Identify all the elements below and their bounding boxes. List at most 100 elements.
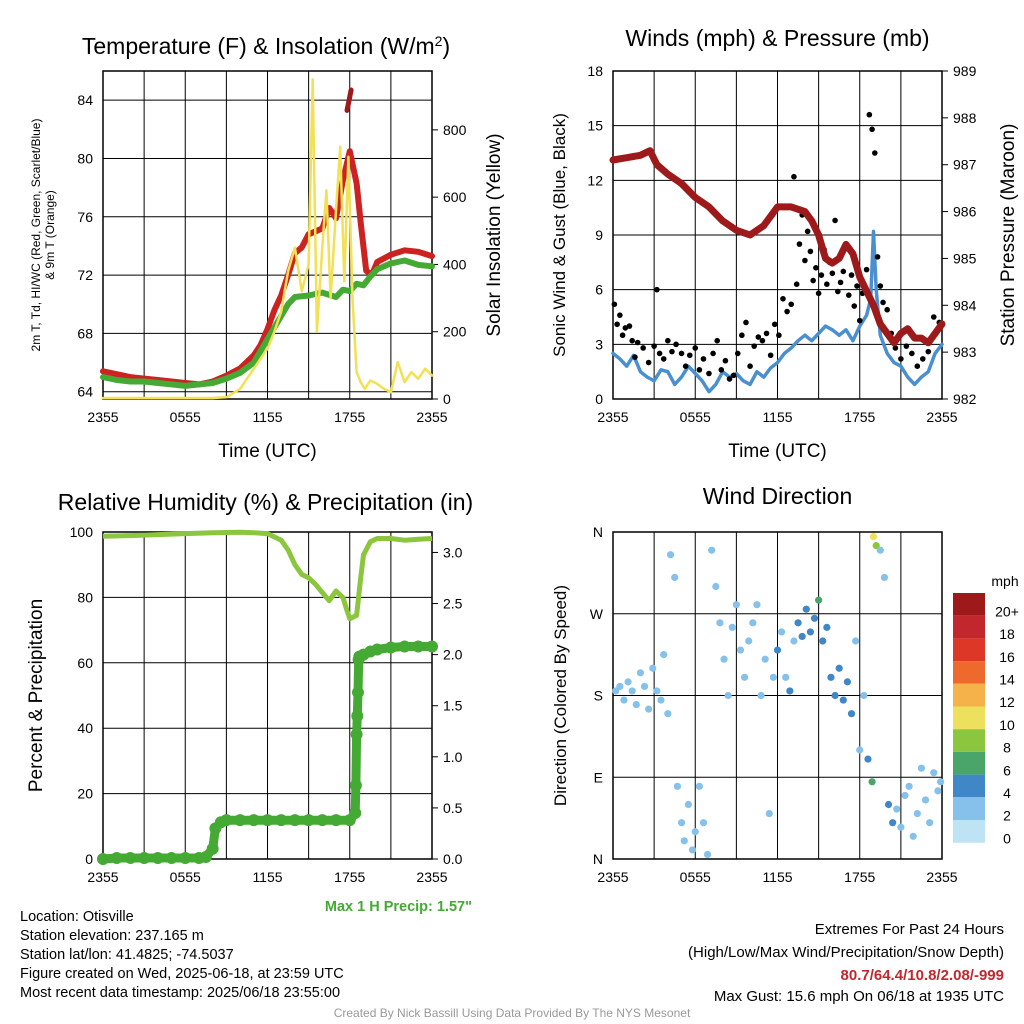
wdir-title: Wind Direction [703,483,853,509]
wind-direction-point [753,601,761,609]
wind-direction-point [632,700,640,709]
temp-ytick-label: 64 [77,384,93,400]
precip-point [350,728,363,741]
wind-direction-point [732,601,740,609]
temp-ytick-label: 72 [77,267,93,283]
latlon-label: Station lat/lon: 41.4825; -74.5037 [20,947,234,963]
wind-gust-point [909,350,915,357]
wind-direction-point [624,678,632,686]
wind-direction-point [897,823,905,831]
wind-direction-point [794,619,802,627]
wind-gust-point [866,111,873,118]
wind-gust-point [634,339,641,346]
wind-direction-point [736,646,745,654]
wind-direction-point [653,687,661,695]
wind-gust-point [673,341,679,348]
temp-ytick-right-label: 800 [443,122,467,138]
wind-gust-point [818,272,825,278]
temp-series-td [100,257,435,389]
rh-ytick-label: 100 [70,524,94,540]
wind-direction-point [773,646,782,654]
legend-title: mph [991,573,1018,589]
wind-gust-point [925,348,932,355]
wind-xtick-label: 1755 [844,409,875,425]
wind-direction-point [827,673,835,681]
precip-point [206,842,219,855]
wind-gust-point [835,288,841,295]
legend-swatch [953,683,985,707]
wind-direction-point [790,637,798,645]
legend-label: 14 [999,671,1015,687]
wind-direction-point [680,837,688,845]
rh-ytick-right-label: 1.5 [443,698,463,714]
temp-ytick-right-label: 400 [443,256,467,272]
temp-ytick-right-label: 200 [443,324,467,340]
wind-direction-point [745,637,753,645]
wind-gust-point [892,345,899,351]
precip-point [151,851,164,864]
wind-gust-point [837,279,844,286]
wind-gust-point [771,321,778,328]
wind-gust-point [829,270,836,277]
wind-direction-point [798,632,806,641]
precip-point [220,814,233,827]
wind-direction-point [839,696,847,704]
wind-direction-point [869,532,878,541]
precip-point [247,814,260,827]
wind-gust-point [863,266,870,273]
wind-direction-point [703,850,712,859]
wind-gust-point [856,317,863,324]
temp-xtick-label: 1755 [334,409,365,425]
wind-gust-point [776,332,782,339]
temp-xtick-label: 0555 [170,409,201,425]
wind-gust-point [755,334,762,340]
legend-label: 2 [1003,808,1011,824]
temp-ytick-label: 84 [77,92,93,108]
wind-gust-point [722,357,729,364]
wind-direction-point [620,696,628,704]
wind-direction-point [649,664,657,672]
legend-swatch [953,638,985,662]
wind-xtick-label: 0555 [680,409,711,425]
precip-point [349,807,362,820]
wind-direction-point [728,623,736,631]
legend-label: 4 [1003,785,1011,801]
rh-xtick-label: 2355 [87,869,118,885]
wind-direction-point [831,691,839,700]
wind-gust-point [832,217,838,224]
temp-ylabel-right: Solar Insolation (Yellow) [484,133,505,336]
wind-gust-point [884,306,890,313]
wind-gust-point [700,356,707,362]
legend-swatch [953,706,985,730]
wind-ytick-label: 0 [595,391,603,407]
temp-ytick-label: 80 [77,150,93,166]
wind-direction-point [802,605,810,613]
wind-gust-point [710,350,716,357]
wdir-ylabel-left: Direction (Colored By Speed) [551,585,570,806]
wind-gust-point [920,356,926,362]
temp-ytick-label: 68 [77,325,93,341]
wind-direction-point [616,682,624,691]
wind-gust-point [869,126,875,133]
wind-ylabel-left: Sonic Wind & Gust (Blue, Black) [550,113,569,357]
wind-gust-point [617,312,623,318]
temp-ytick-label: 76 [77,209,93,225]
recent-label: Most recent data timestamp: 2025/06/18 2… [20,985,341,1001]
wind-direction-point [720,655,728,663]
wind-gust-point [632,354,638,360]
wind-frame [612,70,943,400]
wind-gust-point [880,299,886,306]
wind-gust-point [734,350,741,357]
rh-ytick-right-label: 3.0 [443,544,463,560]
wind-gust-point [807,248,814,255]
legend-swatch [953,615,985,639]
wind-direction-point [889,819,897,827]
precip-point [349,779,362,792]
wind-gust-point [914,363,921,370]
wind-direction-point [930,769,938,777]
wind-xtick-label: 1155 [762,409,792,425]
wind-gust-point [845,292,852,298]
precip-point [351,709,364,722]
precip-point [179,851,192,864]
wind-gust-point [611,301,618,308]
